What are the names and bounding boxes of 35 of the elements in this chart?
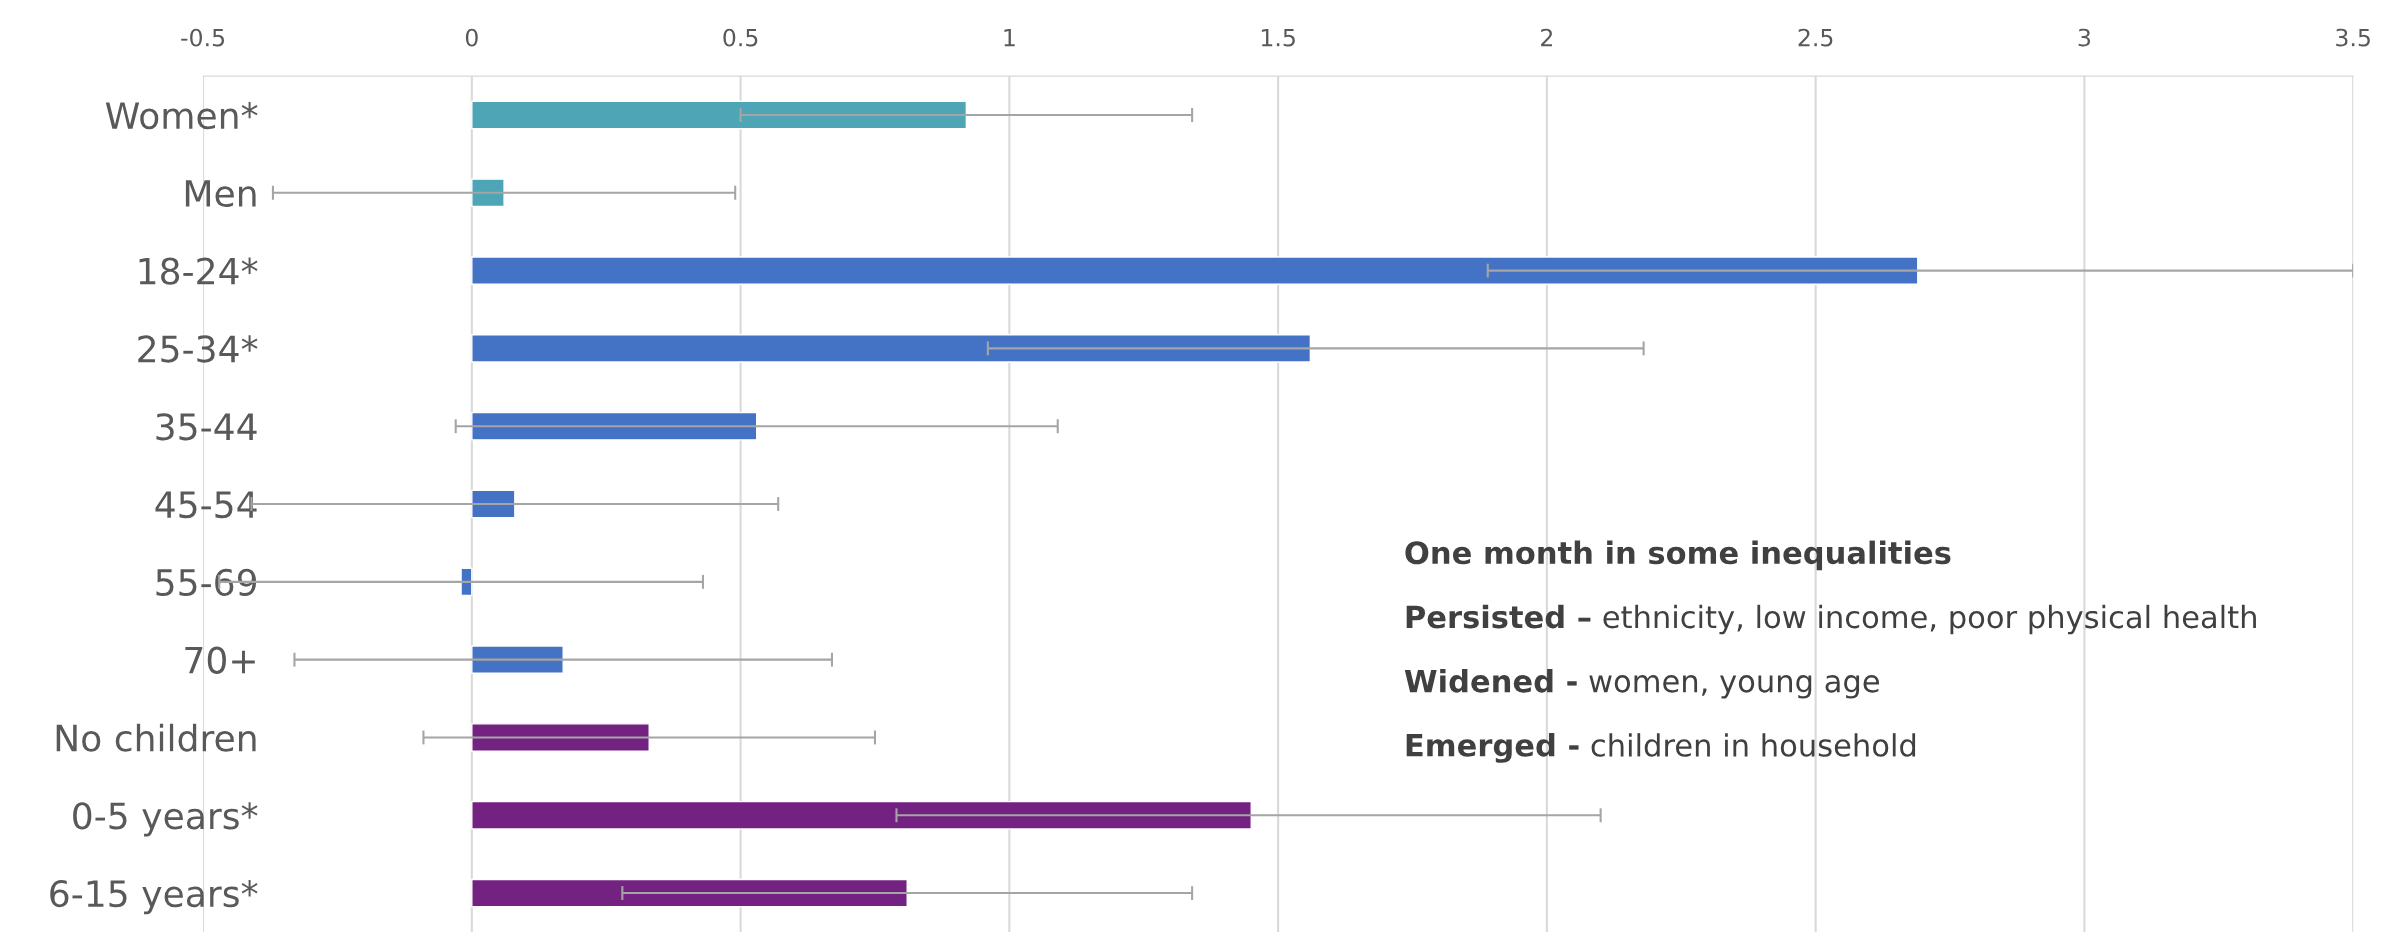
x-tick-label: 2 <box>1541 28 1553 47</box>
bar <box>471 878 908 908</box>
x-tick-label: 0.5 <box>723 28 758 47</box>
x-tick-label: 3 <box>2078 28 2091 47</box>
bar <box>471 411 758 441</box>
y-tick-label: 55-69 <box>156 568 257 597</box>
annotation: Widened - women, young age <box>1404 668 1879 699</box>
bar <box>460 567 473 597</box>
y-tick-label: 35-44 <box>156 413 257 441</box>
x-tick-label: 2.5 <box>1798 28 1833 47</box>
y-tick-label: Women* <box>105 101 258 130</box>
annotation: One month in some inequalities <box>1405 540 1951 571</box>
x-tick-label: 1.5 <box>1261 28 1295 47</box>
y-tick-label: 18-24* <box>139 257 258 285</box>
x-tick-label: -0.5 <box>181 28 225 47</box>
bar <box>471 334 1312 363</box>
x-tick-label: 0 <box>465 28 478 47</box>
annotation: Persisted – ethnicity, low income, poor physical health <box>1406 604 2256 635</box>
bar <box>471 645 564 674</box>
y-tick-label: 25-34* <box>138 335 258 363</box>
bar <box>471 723 650 752</box>
y-tick-label: 45-54 <box>155 491 257 519</box>
bar <box>471 178 505 208</box>
annotation: Emerged - children in household <box>1406 733 1916 763</box>
bar <box>471 256 1919 285</box>
y-tick-label: 70+ <box>185 646 255 674</box>
y-tick-label: 6-15 years* <box>50 879 258 915</box>
bar <box>471 800 1252 830</box>
bar <box>471 489 516 519</box>
y-tick-label: 0-5 years* <box>73 802 258 837</box>
y-tick-label: Men <box>185 180 256 208</box>
x-tick-label: 3.5 <box>2336 28 2370 47</box>
x-tick-label: 1 <box>1004 28 1015 47</box>
y-tick-label: No children <box>56 723 256 752</box>
bar <box>471 100 968 130</box>
